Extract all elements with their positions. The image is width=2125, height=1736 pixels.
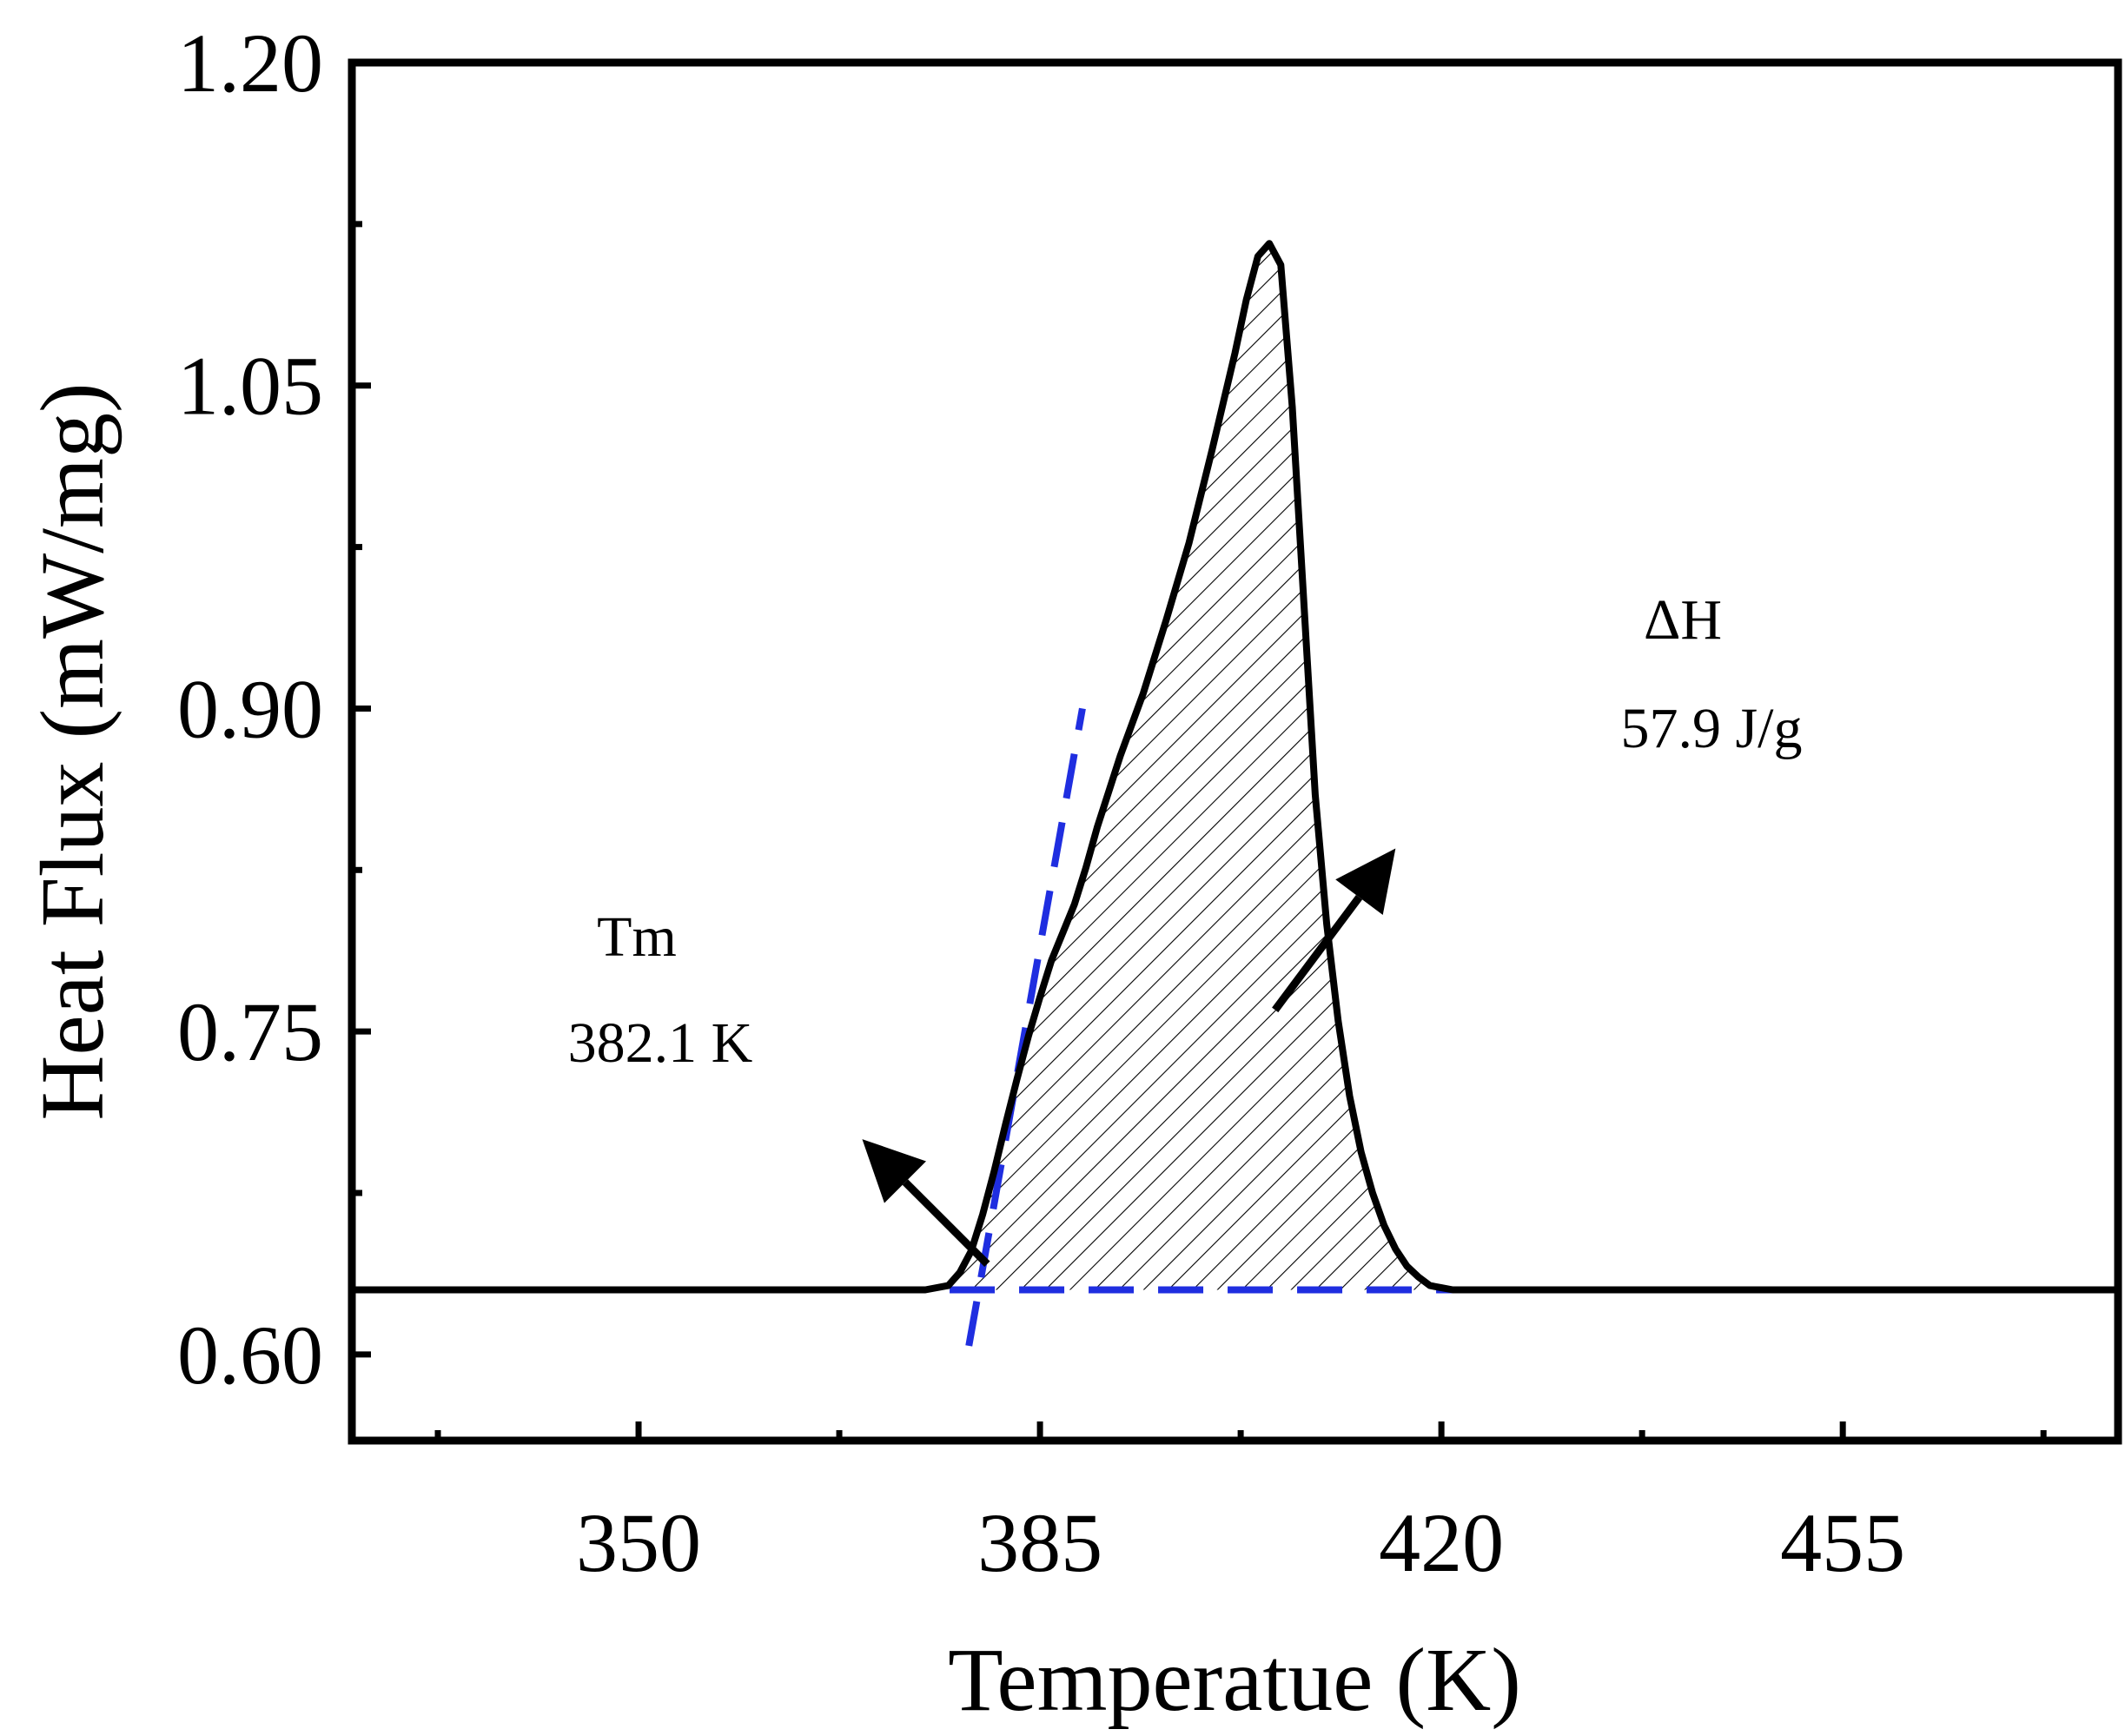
tm-arrow-head bbox=[862, 1139, 927, 1203]
x-tick-label: 385 bbox=[977, 1496, 1102, 1589]
x-tick-label: 455 bbox=[1780, 1496, 1905, 1589]
tm-annotation: Tm 382.1 K bbox=[568, 905, 753, 1075]
shaded-area-layer bbox=[948, 243, 1453, 1290]
x-tick-label: 420 bbox=[1379, 1496, 1504, 1589]
plot-frame bbox=[348, 58, 2122, 1445]
dsc-curve-line bbox=[352, 240, 2118, 1294]
dh-value: 57.9 J/g bbox=[1620, 697, 1802, 760]
y-tick-label: 0.75 bbox=[177, 985, 323, 1078]
tm-label: Tm bbox=[597, 905, 677, 969]
y-tick-label: 1.20 bbox=[177, 17, 323, 109]
tm-value: 382.1 K bbox=[568, 1011, 753, 1075]
dh-arrow-shaft bbox=[1272, 894, 1363, 1013]
dh-annotation: ΔH 57.9 J/g bbox=[1620, 588, 1802, 760]
y-tick-label: 0.90 bbox=[177, 662, 323, 755]
arrows-layer bbox=[862, 848, 1396, 1267]
x-tick-label: 350 bbox=[576, 1496, 701, 1589]
dh-arrow bbox=[1272, 848, 1396, 1013]
x-tick-labels: 350 385 420 455 bbox=[576, 1496, 1905, 1589]
y-axis-title: Heat Flux (mW/mg) bbox=[23, 382, 122, 1120]
x-axis-ticks bbox=[434, 1421, 2047, 1441]
onset-tangent-dashed-line bbox=[965, 707, 1086, 1347]
series-layer bbox=[352, 240, 2118, 1294]
y-tick-label: 1.05 bbox=[177, 340, 323, 433]
tm-arrow bbox=[862, 1139, 990, 1267]
enthalpy-shaded-area bbox=[948, 243, 1453, 1290]
y-tick-label: 0.60 bbox=[177, 1309, 323, 1401]
tm-arrow-shaft bbox=[902, 1179, 990, 1267]
dh-label: ΔH bbox=[1644, 588, 1722, 652]
x-axis-title: Temperatue (K) bbox=[948, 1630, 1521, 1730]
y-axis-ticks bbox=[352, 59, 371, 1358]
dh-arrow-head bbox=[1335, 848, 1396, 915]
y-tick-labels: 0.60 0.75 0.90 1.05 1.20 bbox=[177, 17, 323, 1401]
